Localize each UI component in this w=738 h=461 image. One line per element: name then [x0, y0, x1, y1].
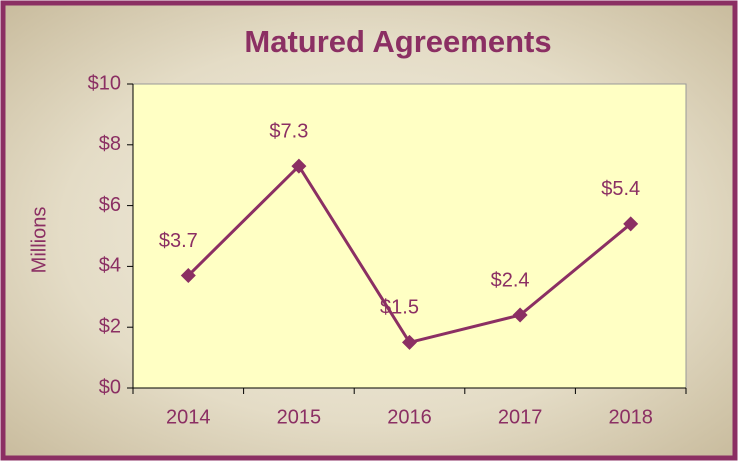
y-tick-label: $8 [99, 133, 121, 155]
marker [512, 307, 528, 323]
data-label: $3.7 [159, 230, 198, 252]
y-tick-label: $10 [88, 72, 121, 94]
chart-title: Matured Agreements [244, 24, 551, 59]
data-label: $2.4 [491, 269, 530, 291]
x-tick-label: 2018 [608, 406, 653, 428]
y-tick-label: $6 [99, 194, 121, 216]
x-tick-label: 2016 [387, 406, 432, 428]
y-tick-label: $0 [99, 376, 121, 398]
data-label: $7.3 [269, 120, 308, 142]
x-tick-label: 2015 [277, 406, 322, 428]
y-tick-label: $2 [99, 315, 121, 337]
x-tick-label: 2017 [498, 406, 543, 428]
marker [291, 158, 307, 174]
y-tick-label: $4 [99, 255, 121, 277]
marker [623, 216, 639, 232]
data-label: $5.4 [601, 178, 640, 200]
marker [402, 334, 417, 350]
marker [180, 268, 196, 284]
y-axis-label: Millions [28, 207, 50, 274]
data-label: $1.5 [380, 297, 419, 319]
x-tick-label: 2014 [166, 406, 211, 428]
